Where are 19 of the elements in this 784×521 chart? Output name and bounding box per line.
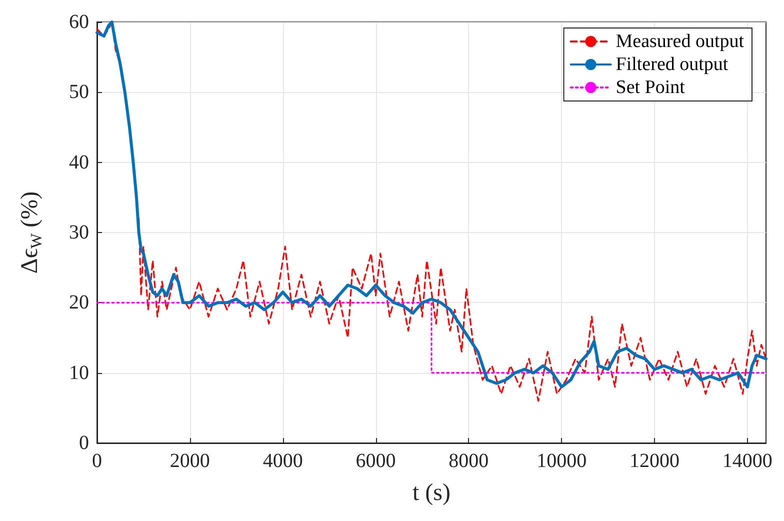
y-tick-label: 0 <box>79 432 89 454</box>
x-tick-label: 14000 <box>722 450 772 472</box>
x-tick-label: 2000 <box>170 450 210 472</box>
x-tick-label: 12000 <box>630 450 680 472</box>
y-tick-label: 30 <box>69 222 89 244</box>
y-tick-label: 40 <box>69 151 89 174</box>
legend-label: Measured output <box>616 31 745 52</box>
x-tick-label: 6000 <box>356 450 396 472</box>
y-tick-label: 50 <box>69 81 89 104</box>
legend-label: Filtered output <box>616 54 729 75</box>
y-tick-label: 60 <box>69 11 89 33</box>
x-tick-label: 10000 <box>536 450 587 472</box>
x-axis-title: t (s) <box>412 480 450 506</box>
x-tick-label: 8000 <box>448 450 489 472</box>
y-tick-label: 20 <box>69 292 89 314</box>
x-tick-label: 4000 <box>262 450 303 472</box>
y-tick-label: 10 <box>69 362 89 384</box>
y-axis-title: ΔϵW (%) <box>17 191 46 274</box>
legend-label: Set Point <box>616 77 686 98</box>
